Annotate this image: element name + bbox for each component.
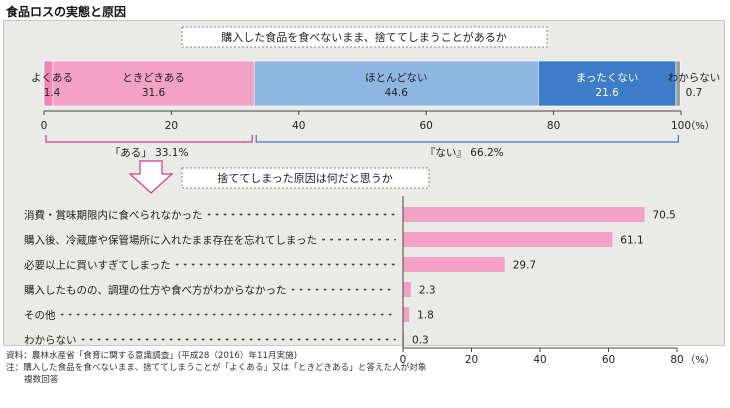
target-note: 注：購入した食品を食べないまま、捨ててしまうことが「よくある」又は「ときどきある… bbox=[6, 363, 427, 373]
cause-label-6: わからない bbox=[24, 335, 77, 347]
cause-bar-3 bbox=[403, 257, 505, 272]
chart1-unit: （%） bbox=[685, 120, 715, 132]
cause-bar-2 bbox=[403, 232, 613, 247]
cause-label-2: 購入後、冷蔵庫や保管場所に入れたまま存在を忘れてしまった bbox=[24, 234, 317, 247]
chart1-x-tick-label-4: 60 bbox=[420, 120, 433, 132]
chart1-x-tick-label-5: 80 bbox=[547, 120, 560, 132]
chart1-x-tick-label-3: 40 bbox=[292, 120, 305, 132]
chart2-title-box bbox=[181, 167, 430, 189]
cause-value-4: 2.3 bbox=[419, 285, 436, 297]
cause-label-4: 購入したものの、調理の仕方や食べ方がわからなかった bbox=[24, 284, 287, 297]
chart1-x-tick-label-6: 100 bbox=[671, 120, 691, 132]
cause-bar-6 bbox=[403, 332, 405, 347]
down-arrow bbox=[128, 160, 174, 194]
segment-category-label-2: ときどきある bbox=[122, 72, 185, 84]
cause-label-5: その他 bbox=[24, 309, 56, 322]
page-title: 食品ロスの実態と原因 bbox=[6, 5, 127, 19]
chart2-unit: （%） bbox=[685, 354, 715, 366]
segment-value-label-1: 1.4 bbox=[44, 87, 61, 99]
cause-bar-1 bbox=[403, 207, 645, 222]
cause-value-2: 61.1 bbox=[620, 235, 643, 247]
notes: 資料：農林水産省「食育に関する意識調査」(平成28（2016）年11月実施) 注… bbox=[6, 350, 427, 386]
cause-value-1: 70.5 bbox=[652, 210, 675, 222]
chart2-x-tick-label-5: 80 bbox=[670, 354, 683, 366]
stacked-segment-5 bbox=[675, 60, 681, 107]
cause-bar-4 bbox=[403, 282, 411, 297]
segment-category-label-5: わからない bbox=[668, 72, 721, 84]
segment-value-label-3: 44.6 bbox=[385, 87, 409, 99]
segment-category-label-3: ほとんどない bbox=[365, 72, 427, 84]
chart1-title-box bbox=[181, 26, 548, 48]
group-label-1: 「ある」 33.1% bbox=[110, 147, 189, 159]
chart2-x-tick-label-1: 0 bbox=[400, 354, 407, 366]
stacked-segment-2 bbox=[52, 60, 255, 107]
chart2-x-tick-label-4: 60 bbox=[602, 354, 615, 366]
cause-bar-5 bbox=[403, 307, 410, 322]
cause-value-5: 1.8 bbox=[417, 310, 434, 322]
chart2-x-tick-label-3: 40 bbox=[533, 354, 546, 366]
cause-value-6: 0.3 bbox=[412, 335, 429, 347]
cause-label-1: 消費・賞味期限内に食べられなかった bbox=[24, 209, 203, 222]
segment-value-label-5: 0.7 bbox=[686, 87, 703, 99]
multiple-answer-note: 複数回答 bbox=[24, 375, 59, 385]
segment-category-label-4: まったくない bbox=[576, 72, 639, 84]
cause-label-3: 必要以上に買いすぎてしまった bbox=[24, 259, 171, 272]
chart1-title: 購入した食品を食べないまま、捨ててしまうことがあるか bbox=[221, 30, 507, 44]
cause-value-3: 29.7 bbox=[513, 260, 536, 272]
group-bracket-2 bbox=[255, 135, 679, 143]
chart1-x-tick-label-1: 0 bbox=[41, 120, 48, 132]
chart2-x-tick-label-2: 20 bbox=[465, 354, 478, 366]
chart1-x-tick-label-2: 20 bbox=[165, 120, 178, 132]
chart2-title: 捨ててしまった原因は何だと思うか bbox=[217, 171, 393, 185]
segment-category-label-1: よくある bbox=[31, 72, 73, 84]
source-note: 資料：農林水産省「食育に関する意識調査」(平成28（2016）年11月実施) bbox=[6, 351, 298, 361]
group-bracket-1 bbox=[45, 135, 253, 143]
group-label-2: 『ない』 66.2% bbox=[425, 147, 504, 159]
segment-value-label-4: 21.6 bbox=[595, 87, 619, 99]
segment-value-label-2: 31.6 bbox=[142, 87, 166, 99]
